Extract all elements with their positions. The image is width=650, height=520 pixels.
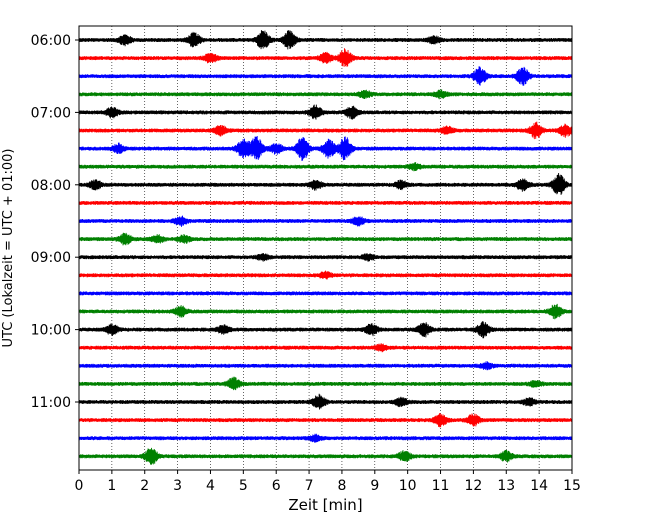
seismogram-trace — [78, 343, 573, 353]
seismogram-trace — [78, 173, 573, 195]
seismogram-trace — [78, 200, 573, 205]
y-tick-label: 07:00 — [31, 105, 71, 121]
seismogram-trace — [78, 48, 573, 67]
x-tick-label: 0 — [75, 478, 84, 494]
seismogram-trace — [78, 104, 573, 120]
x-tick-label: 7 — [305, 478, 314, 494]
x-tick-label: 10 — [399, 478, 417, 494]
vertical-grid — [111, 26, 540, 470]
y-axis-label: UTC (Lokalzeit = UTC + 01:00) — [1, 149, 16, 348]
plot-frame — [78, 25, 573, 471]
seismogram-trace — [78, 413, 573, 428]
seismogram-trace — [78, 215, 573, 227]
seismogram-traces — [78, 30, 573, 466]
seismogram-trace — [78, 232, 573, 246]
x-tick-label: 3 — [173, 478, 182, 494]
x-tick-label: 12 — [464, 478, 482, 494]
seismogram-trace — [78, 303, 573, 320]
seismogram-trace — [78, 393, 573, 410]
y-tick-label: 10:00 — [31, 323, 71, 339]
seismogram-trace — [78, 291, 573, 296]
x-axis-label: Zeit [min] — [288, 496, 362, 514]
x-tick-label: 6 — [272, 478, 281, 494]
seismogram-trace — [78, 433, 573, 443]
x-tick-label: 11 — [432, 478, 450, 494]
x-tick-label: 13 — [497, 478, 515, 494]
y-axis-ticks: 06:00 07:00 08:00 09:00 10:00 11:00 — [31, 33, 79, 411]
x-axis-ticks: 0 1 2 3 4 5 6 7 8 9 10 11 12 13 14 15 — [75, 470, 581, 494]
seismogram-trace — [78, 135, 573, 161]
seismogram-trace — [78, 447, 573, 466]
x-tick-label: 8 — [337, 478, 346, 494]
seismogram-trace — [78, 321, 573, 339]
seismogram-trace — [78, 253, 573, 262]
y-tick-label: 08:00 — [31, 178, 71, 194]
seismogram-trace — [78, 89, 573, 100]
seismogram-trace — [78, 121, 573, 140]
seismogram-trace — [78, 66, 573, 86]
x-tick-label: 15 — [563, 478, 581, 494]
x-tick-label: 2 — [140, 478, 149, 494]
seismogram-trace — [78, 376, 573, 391]
x-tick-label: 1 — [107, 478, 116, 494]
x-tick-label: 4 — [206, 478, 215, 494]
x-tick-label: 9 — [370, 478, 379, 494]
seismogram-trace — [78, 162, 573, 172]
seismogram-trace — [78, 30, 573, 50]
x-tick-label: 14 — [530, 478, 548, 494]
seismogram-trace — [78, 361, 573, 371]
seismogram-trace — [78, 270, 573, 280]
y-tick-label: 11:00 — [31, 395, 71, 411]
y-tick-label: 09:00 — [31, 250, 71, 266]
x-tick-label: 5 — [239, 478, 248, 494]
y-tick-label: 06:00 — [31, 33, 71, 49]
